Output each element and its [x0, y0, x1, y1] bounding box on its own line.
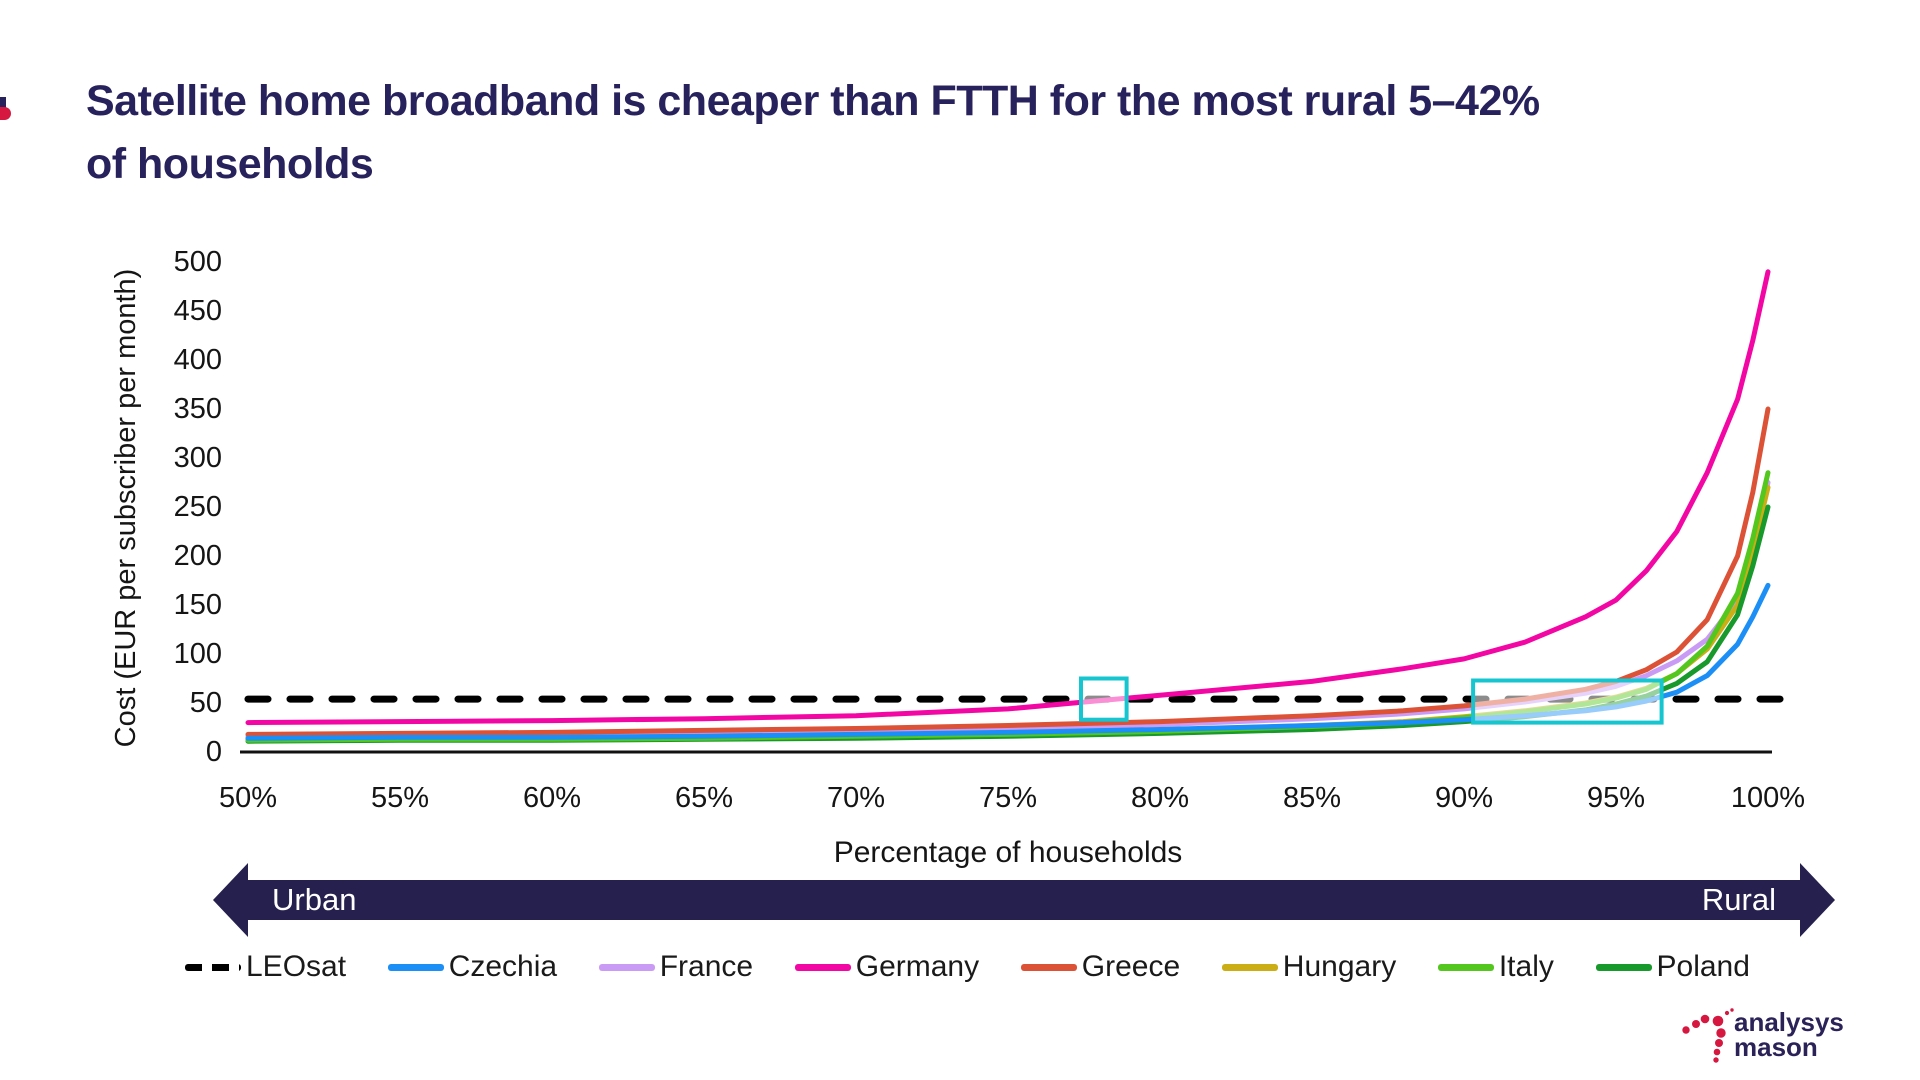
legend-label-hungary: Hungary [1282, 950, 1397, 983]
legend-label-czechia: Czechia [448, 950, 558, 983]
legend-label-poland: Poland [1656, 950, 1750, 983]
chart-legend: LEOsat Czechia France Germany Greece Hun… [185, 950, 1750, 984]
x-tick-95: 95% [1586, 782, 1646, 814]
cropped-fragment-navy [0, 97, 6, 110]
x-tick-90: 90% [1434, 782, 1494, 814]
legend-item-italy: Italy [1437, 950, 1554, 984]
x-tick-70: 70% [826, 782, 886, 814]
page-title-line2: of households [86, 140, 374, 188]
legend-item-hungary: Hungary [1221, 950, 1397, 984]
x-tick-80: 80% [1130, 782, 1190, 814]
highlight-box-2 [1471, 678, 1664, 725]
legend-label-germany: Germany [855, 950, 980, 983]
urban-rural-axis-arrow: Urban Rural [213, 863, 1835, 937]
logo-text-line2: mason [1734, 1032, 1818, 1062]
rural-label: Rural [1701, 882, 1776, 917]
x-tick-75: 75% [978, 782, 1038, 814]
x-tick-60: 60% [522, 782, 582, 814]
series-line-czechia [245, 582, 1771, 741]
x-tick-50: 50% [218, 782, 278, 814]
series-line-greece [245, 406, 1771, 737]
page-title: Satellite home broadband is cheaper than… [86, 70, 1586, 196]
x-axis-label: Percentage of households [833, 836, 1183, 869]
analysys-mason-logo: analysys mason [1676, 998, 1846, 1070]
logo-text-line1: analysys [1734, 1007, 1844, 1037]
legend-swatch-italy [1437, 963, 1494, 971]
y-tick-400: 400 [173, 344, 222, 376]
legend-item-france: France [598, 950, 754, 984]
legend-item-greece: Greece [1020, 950, 1181, 984]
y-tick-350: 350 [173, 393, 222, 425]
cropped-fragment-red [0, 107, 11, 120]
y-tick-0: 0 [205, 736, 222, 768]
x-tick-100: 100% [1730, 782, 1806, 814]
y-tick-500: 500 [173, 246, 222, 278]
logo-text: analysys mason [1734, 1007, 1844, 1062]
legend-item-czechia: Czechia [387, 950, 558, 984]
legend-swatch-poland [1595, 963, 1652, 971]
legend-swatch-greece [1020, 963, 1077, 971]
series-line-france [245, 480, 1771, 739]
legend-item-leosat: LEOsat [185, 950, 346, 984]
legend-swatch-france [598, 963, 655, 971]
legend-item-germany: Germany [794, 950, 980, 984]
arrow-left-head [213, 863, 248, 937]
y-tick-450: 450 [173, 295, 222, 327]
arrow-right-head [1800, 863, 1835, 937]
series-line-germany [245, 269, 1771, 726]
y-tick-250: 250 [173, 491, 222, 523]
x-tick-55: 55% [370, 782, 430, 814]
x-tick-85: 85% [1282, 782, 1342, 814]
legend-swatch-germany [794, 963, 851, 971]
logo-dots-icon [1682, 1008, 1734, 1063]
y-tick-50: 50 [189, 687, 222, 719]
x-tick-65: 65% [674, 782, 734, 814]
legend-swatch-czechia [387, 963, 444, 971]
legend-label-greece: Greece [1081, 950, 1181, 983]
y-tick-300: 300 [173, 442, 222, 474]
y-tick-100: 100 [173, 638, 222, 670]
page-title-line1: Satellite home broadband is cheaper than… [86, 77, 1540, 125]
highlight-box-1 [1079, 676, 1129, 722]
legend-label-france: France [659, 950, 754, 983]
legend-item-poland: Poland [1595, 950, 1750, 984]
arrow-bar: Urban Rural [246, 880, 1802, 920]
legend-label-leosat: LEOsat [246, 950, 347, 983]
legend-swatch-leosat [185, 963, 241, 971]
urban-label: Urban [272, 882, 357, 917]
legend-label-italy: Italy [1498, 950, 1554, 983]
y-tick-150: 150 [173, 589, 222, 621]
legend-swatch-hungary [1221, 963, 1278, 971]
y-tick-200: 200 [173, 540, 222, 572]
